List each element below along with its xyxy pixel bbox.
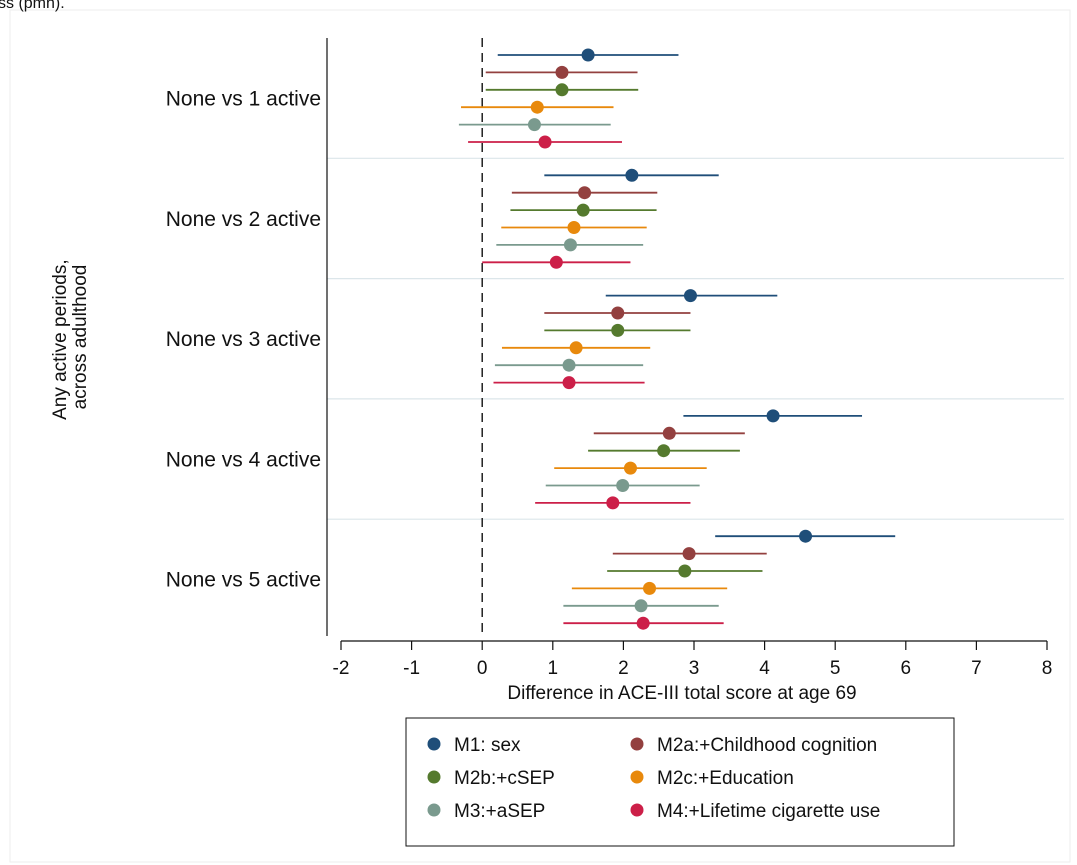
x-tick-label: 3: [689, 658, 700, 679]
point-estimate: [555, 83, 569, 97]
point-estimate: [606, 496, 620, 510]
point-estimate: [576, 203, 590, 217]
y-axis: None vs 1 active None vs 2 active None vs …: [166, 38, 328, 636]
legend-item-m2c-education: M2c:+Education: [630, 768, 794, 789]
legend-item-m2a-childhood-cognition: M2a:+Childhood cognition: [630, 735, 877, 756]
point-estimate: [643, 581, 657, 595]
point-estimate: [563, 238, 577, 252]
category-label-4: None vs 4 active: [166, 448, 321, 471]
legend-box: [405, 717, 955, 847]
legend-item-m2b-csep: M2b:+cSEP: [427, 768, 555, 789]
x-tick-label: 0: [477, 658, 488, 679]
plot-marks: [458, 48, 896, 630]
legend-item-m3-asep: M3:+aSEP: [427, 801, 545, 822]
legend-label: M2a:+Childhood cognition: [657, 735, 877, 756]
point-estimate: [567, 221, 581, 234]
point-estimate: [611, 323, 625, 337]
legend-label: M2b:+cSEP: [454, 768, 555, 789]
point-estimate: [527, 118, 541, 132]
point-estimate: [569, 341, 583, 355]
chart-frame: [9, 9, 1071, 863]
point-estimate: [636, 616, 650, 630]
point-estimate: [683, 289, 697, 303]
x-tick-label: 4: [759, 658, 770, 679]
point-estimate: [623, 461, 637, 475]
x-axis: -2 -1 0 1 2 3 4 5 6 7 8: [333, 640, 1053, 679]
point-estimate: [578, 186, 592, 200]
point-estimate: [616, 479, 630, 492]
legend-label: M4:+Lifetime cigarette use: [657, 801, 880, 822]
point-estimate: [555, 65, 569, 79]
y-axis-title-line-1: Any active periods,: [50, 259, 71, 420]
category-label-5: None vs 5 active: [166, 569, 321, 592]
x-tick-label: 1: [548, 658, 559, 679]
point-estimate: [662, 426, 676, 440]
x-tick-label: -2: [333, 658, 350, 679]
point-estimate: [766, 409, 780, 423]
legend-marker: [630, 770, 644, 784]
point-estimate: [581, 48, 595, 62]
x-tick-label: 5: [830, 658, 841, 679]
y-axis-title-line-2: across adulthood: [70, 265, 91, 410]
legend-marker: [427, 803, 441, 817]
series-m2b-csep: [485, 83, 763, 578]
point-estimate: [682, 547, 696, 561]
point-estimate: [538, 135, 552, 149]
point-estimate: [657, 444, 671, 458]
legend-item-m1-sex: M1: sex: [427, 735, 521, 756]
legend-marker: [630, 803, 644, 817]
x-tick-label: 6: [901, 658, 912, 679]
point-estimate: [549, 255, 563, 269]
x-tick-label: 2: [618, 658, 629, 679]
legend-marker: [630, 737, 644, 751]
category-label-1: None vs 1 active: [166, 88, 321, 111]
point-estimate: [562, 358, 576, 372]
row-dividers: [327, 157, 1064, 520]
y-axis-title: Any active periods, across adulthood: [50, 254, 91, 420]
legend-label: M3:+aSEP: [454, 801, 545, 822]
series-m2c-education: [461, 100, 728, 595]
category-label-3: None vs 3 active: [166, 328, 321, 351]
legend-label: M2c:+Education: [657, 768, 794, 789]
point-estimate: [634, 599, 648, 613]
legend-label: M1: sex: [454, 735, 521, 756]
legend-marker: [427, 737, 441, 751]
legend-marker: [427, 770, 441, 784]
series-m2a-childhood-cognition: [485, 65, 767, 561]
x-tick-label: -1: [403, 658, 420, 679]
series-m1-sex: [497, 48, 896, 543]
point-estimate: [562, 376, 576, 390]
series-m3-asep: [458, 118, 719, 613]
point-estimate: [625, 168, 639, 182]
point-estimate: [530, 100, 544, 114]
legend: M1: sex M2a:+Childhood cognition M2b:+cSEP…: [405, 717, 955, 847]
category-label-2: None vs 2 active: [166, 208, 321, 231]
series-m4-lifetime-cigarette-use: [468, 135, 724, 630]
x-tick-label: 8: [1042, 658, 1053, 679]
point-estimate: [611, 306, 625, 320]
legend-item-m4-lifetime-cigarette-use: M4:+Lifetime cigarette use: [630, 801, 880, 822]
clipped-caption-text: ss (pmh).: [0, 0, 65, 12]
x-tick-label: 7: [971, 658, 982, 679]
point-estimate: [678, 564, 692, 578]
point-estimate: [799, 529, 813, 543]
x-axis-title: Difference in ACE-III total score at age…: [507, 683, 856, 704]
